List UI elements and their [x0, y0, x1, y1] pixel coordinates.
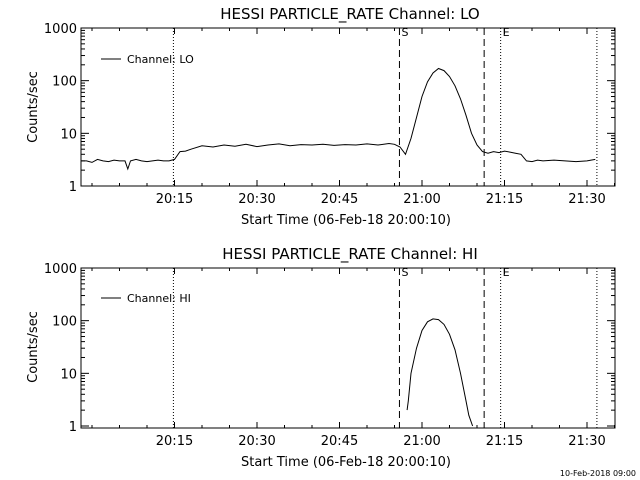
- y-tick-label: 100: [52, 315, 77, 330]
- y-tick-label: 1000: [44, 262, 77, 277]
- x-tick-label: 20:45: [321, 192, 358, 207]
- series-line: [81, 67, 596, 171]
- legend-entry: Channel: LO: [127, 53, 194, 66]
- y-tick-label: 100: [52, 75, 77, 90]
- chart-title: HESSI PARTICLE_RATE Channel: HI: [222, 245, 478, 264]
- x-axis-ticks: 20:15 20:30 20:45 21:00 21:15 21:30: [91, 28, 615, 207]
- y-tick-label: 10: [60, 367, 77, 382]
- y-tick-label: 1: [69, 180, 77, 195]
- x-tick-label: 21:15: [486, 434, 523, 449]
- y-axis-label: Counts/sec: [26, 71, 41, 143]
- x-tick-label: 20:30: [238, 434, 275, 449]
- x-tick-label: 21:00: [403, 434, 440, 449]
- chart-panel-hi: HESSI PARTICLE_RATE Channel: HI Counts/s…: [26, 245, 616, 470]
- x-tick-label: 21:30: [568, 434, 605, 449]
- x-axis-ticks: 20:15 20:30 20:45 21:00 21:15 21:30: [91, 268, 615, 449]
- x-tick-label: 21:00: [403, 192, 440, 207]
- footer-timestamp: 10-Feb-2018 09:00: [560, 469, 636, 478]
- x-tick-label: 21:15: [486, 192, 523, 207]
- series-layer: [406, 318, 474, 427]
- x-axis-label: Start Time (06-Feb-18 20:00:10): [241, 455, 451, 470]
- marker-label: S: [401, 26, 408, 39]
- y-axis-ticks: 1 10 100 1000: [44, 262, 615, 435]
- y-axis-label: Counts/sec: [26, 311, 41, 383]
- x-tick-label: 20:15: [156, 192, 193, 207]
- series-line: [406, 318, 474, 427]
- legend-entry: Channel: HI: [127, 292, 191, 305]
- y-tick-label: 1: [69, 420, 77, 435]
- series-layer: [81, 67, 596, 171]
- marker-label: S: [401, 266, 408, 279]
- marker-label: E: [503, 26, 510, 39]
- legend: Channel: HI: [101, 292, 191, 305]
- x-tick-label: 20:15: [156, 434, 193, 449]
- chart-panel-lo: HESSI PARTICLE_RATE Channel: LO Counts/s…: [26, 5, 616, 228]
- legend: Channel: LO: [101, 53, 194, 66]
- x-tick-label: 20:45: [321, 434, 358, 449]
- x-tick-label: 20:30: [238, 192, 275, 207]
- marker-label: E: [503, 266, 510, 279]
- plot-frame: [80, 27, 616, 187]
- x-tick-label: 21:30: [568, 192, 605, 207]
- y-axis-ticks: 1 10 100 1000: [44, 22, 615, 195]
- y-tick-label: 10: [60, 127, 77, 142]
- chart-title: HESSI PARTICLE_RATE Channel: LO: [220, 5, 479, 24]
- y-tick-label: 1000: [44, 22, 77, 37]
- x-axis-label: Start Time (06-Feb-18 20:00:10): [241, 213, 451, 228]
